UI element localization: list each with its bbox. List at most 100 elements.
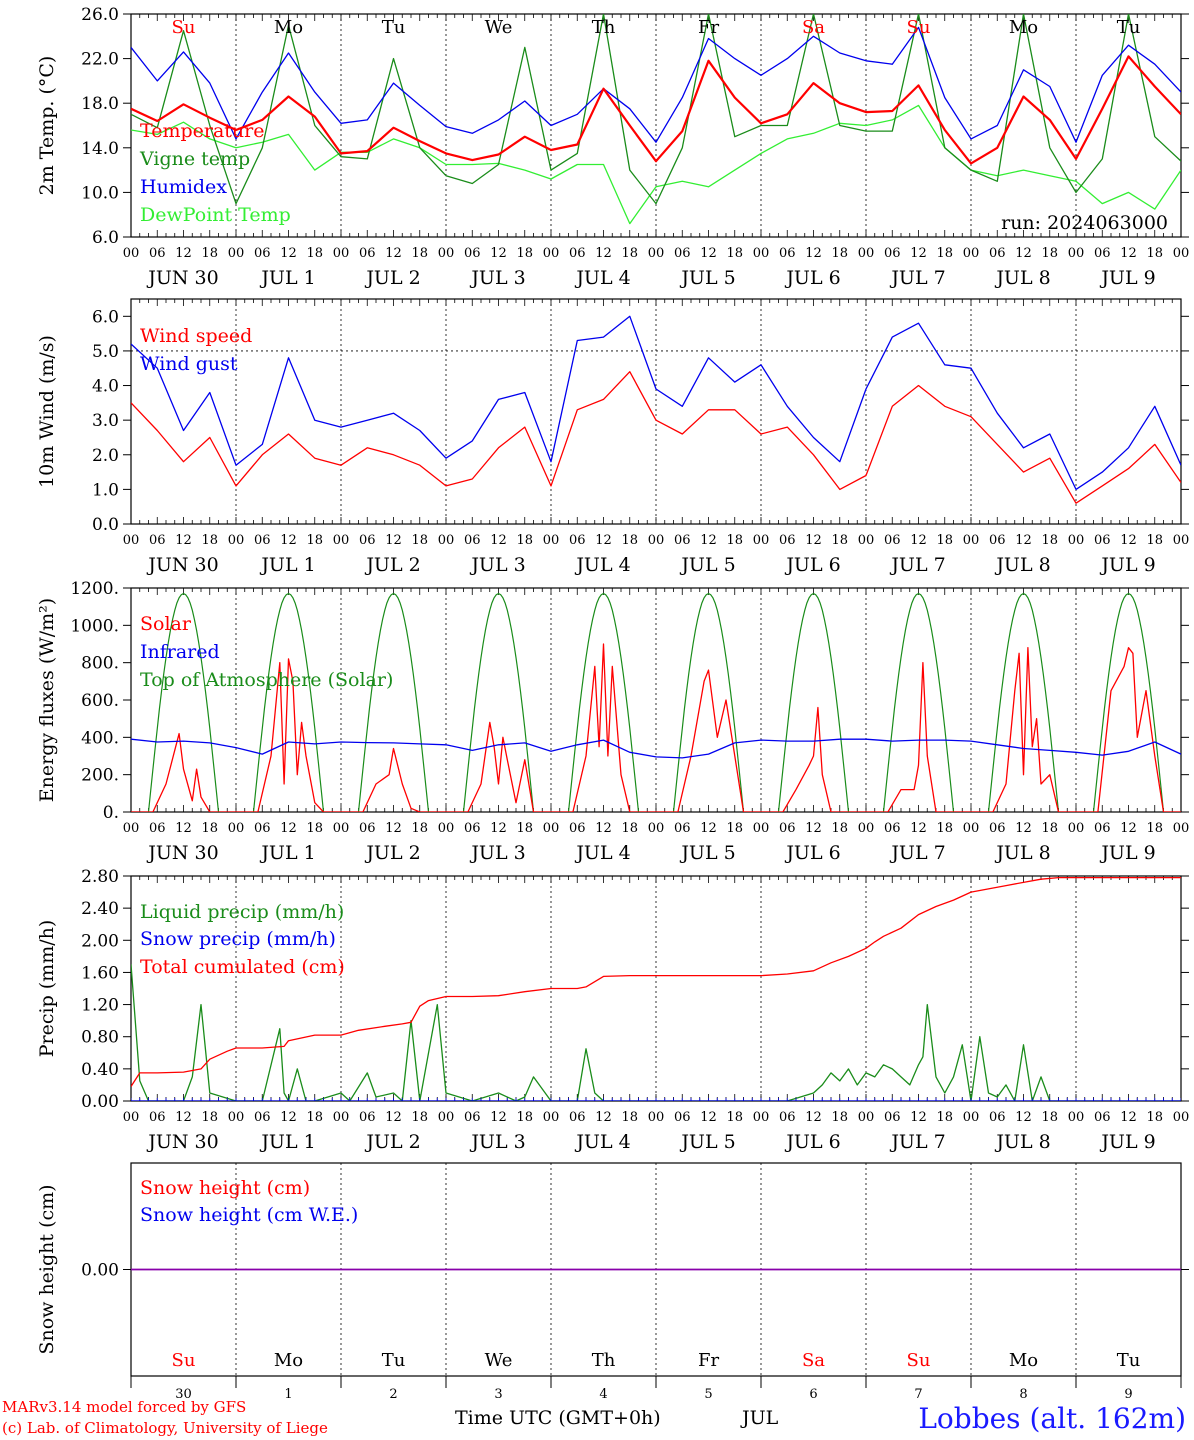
series-line-liquid-precip-mm-h- [131,964,1181,1101]
hour-tick-label: 18 [306,821,323,836]
date-label: JUL 1 [259,1131,315,1153]
y-tick-label: 2.0 [92,446,119,466]
hour-tick-label: 06 [464,821,481,836]
hour-tick-label: 00 [543,1110,560,1125]
date-label: JUL 5 [679,554,735,576]
hour-tick-label: 06 [254,246,271,261]
hour-tick-label: 00 [438,821,455,836]
hour-tick-label: 12 [490,821,507,836]
y-tick-label: 0. [103,803,119,823]
day-name: Su [172,17,196,38]
toa-solar-line [252,592,325,812]
day-name: Fr [698,1350,719,1371]
model-credit: MARv3.14 model forced by GFS [2,1398,247,1416]
hour-tick-label: 18 [411,533,428,548]
y-axis-label: 2m Temp. (°C) [36,56,58,196]
hour-tick-label: 00 [753,1110,770,1125]
hour-tick-label: 00 [123,246,140,261]
hour-tick-label: 18 [621,1110,638,1125]
hour-tick-label: 06 [359,821,376,836]
hour-tick-label: 06 [884,533,901,548]
hour-tick-label: 00 [333,821,350,836]
hour-tick-label: 00 [438,246,455,261]
hour-tick-label: 18 [1146,821,1163,836]
hour-tick-label: 06 [674,821,691,836]
hour-tick-label: 06 [569,821,586,836]
date-label: JUL 2 [364,1131,420,1153]
hour-tick-label: 12 [1015,533,1032,548]
hour-tick-label: 18 [516,246,533,261]
hour-tick-label: 18 [1146,246,1163,261]
hour-tick-label: 00 [228,246,245,261]
y-axis-label: 10m Wind (m/s) [36,335,58,488]
hour-tick-label: 06 [989,246,1006,261]
hour-tick-label: 06 [989,533,1006,548]
series-line-total-cumulated-cm- [131,876,1181,1087]
y-tick-label: 0.00 [81,1261,119,1281]
day-name: Su [172,1350,196,1371]
date-label: JUL 9 [1099,267,1155,289]
y-tick-label: 800. [81,654,119,674]
hour-tick-label: 00 [228,533,245,548]
y-tick-label: 2.80 [81,867,119,887]
hour-tick-label: 18 [306,1110,323,1125]
hour-tick-label: 12 [490,533,507,548]
hour-tick-label: 12 [1015,821,1032,836]
series-group [131,876,1181,1101]
y-axis-label: Snow height (cm) [36,1184,58,1354]
y-tick-label: 0.00 [81,1092,119,1112]
hour-tick-label: 00 [963,821,980,836]
hour-tick-label: 12 [805,821,822,836]
hour-tick-label: 00 [1173,1110,1190,1125]
hour-tick-label: 06 [254,533,271,548]
day-name: We [485,17,513,38]
series-line-wind-speed [131,371,1181,504]
day-name: Tu [1117,1350,1141,1371]
y-tick-label: 22.0 [81,50,119,70]
date-label: JUL 2 [364,554,420,576]
date-label: JUL 3 [469,267,525,289]
y-tick-label: 0.80 [81,1028,119,1048]
y-tick-label: 2.40 [81,899,119,919]
date-label: JUL 4 [574,1131,630,1153]
hour-tick-label: 06 [254,821,271,836]
hour-tick-label: 18 [831,246,848,261]
date-label: JUN 30 [146,842,218,864]
series-line-temperature [131,55,1181,165]
hour-tick-label: 18 [621,821,638,836]
hour-tick-label: 00 [333,1110,350,1125]
legend-entry: Vigne temp [139,148,250,170]
date-label: JUL 5 [679,267,735,289]
hour-tick-label: 12 [805,246,822,261]
hour-tick-label: 18 [1146,1110,1163,1125]
hour-tick-label: 12 [910,246,927,261]
hour-tick-label: 12 [175,533,192,548]
hour-tick-label: 18 [411,246,428,261]
toa-solar-line [357,592,430,812]
hour-tick-label: 06 [989,1110,1006,1125]
date-label: JUL 1 [259,267,315,289]
hour-tick-label: 12 [1120,246,1137,261]
hour-tick-label: 06 [464,533,481,548]
date-label: JUL 4 [574,554,630,576]
legend-entry: Top of Atmosphere (Solar) [140,669,393,691]
panel-2: 00 06 12 18 00 06 12 18 00 06 12 18 00 06 12 18 00 06 12 18… [36,298,1189,576]
hour-tick-label: 12 [490,246,507,261]
hour-tick-label: 06 [674,533,691,548]
hour-tick-label: 12 [385,246,402,261]
date-label: JUL 1 [259,842,315,864]
day-name: Mo [1009,1350,1038,1371]
hour-tick-label: 12 [700,1110,717,1125]
hour-tick-label: 06 [464,1110,481,1125]
series-line-wind-gust [131,315,1181,491]
toa-solar-line [567,592,640,812]
legend-entry: Total cumulated (cm) [140,956,345,978]
hour-tick-label: 00 [753,246,770,261]
date-label: JUL 5 [679,1131,735,1153]
hour-tick-label: 18 [411,821,428,836]
hour-tick-label: 06 [359,533,376,548]
hour-tick-label: 12 [700,533,717,548]
series-group [131,315,1181,504]
day-number: 7 [914,1387,922,1402]
legend-entry: Snow height (cm) [140,1177,310,1199]
